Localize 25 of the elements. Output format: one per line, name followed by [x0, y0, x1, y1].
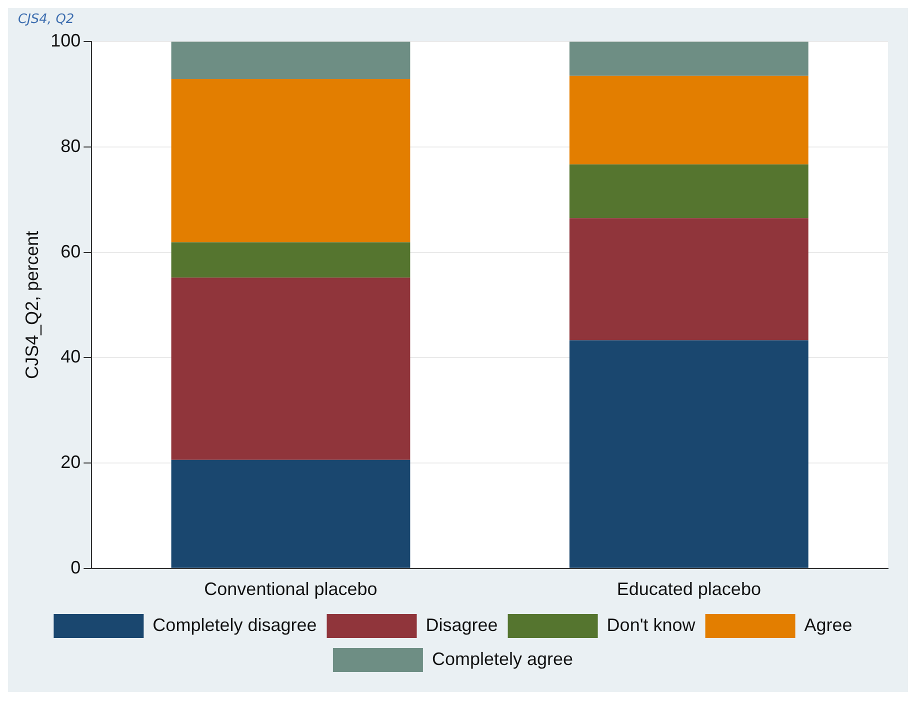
bar	[569, 340, 808, 568]
y-tick-label: 40	[60, 346, 81, 367]
legend-label: Disagree	[426, 614, 498, 635]
bar	[569, 42, 808, 76]
y-tick-label: 80	[60, 136, 81, 156]
legend-label: Agree	[804, 614, 852, 635]
legend-label: Completely agree	[432, 648, 574, 669]
y-tick-label: 0	[70, 557, 81, 578]
bar	[569, 218, 808, 340]
y-axis-title: CJS4_Q2, percent	[22, 230, 42, 380]
x-tick-label: Conventional placebo	[204, 579, 378, 600]
legend-label: Don't know	[606, 614, 696, 635]
bar	[171, 278, 410, 460]
bar	[171, 79, 410, 242]
y-tick-label: 60	[60, 241, 81, 262]
x-tick-label: Educated placebo	[616, 579, 761, 600]
bar	[171, 242, 410, 278]
bar	[171, 460, 410, 568]
y-tick-label: 100	[50, 30, 81, 51]
bar	[171, 42, 410, 80]
bar	[569, 76, 808, 164]
y-tick-label: 20	[60, 452, 81, 472]
bar	[569, 164, 808, 218]
chart-title: CJS4, Q2	[18, 12, 74, 28]
legend-label: Completely disagree	[152, 614, 317, 635]
